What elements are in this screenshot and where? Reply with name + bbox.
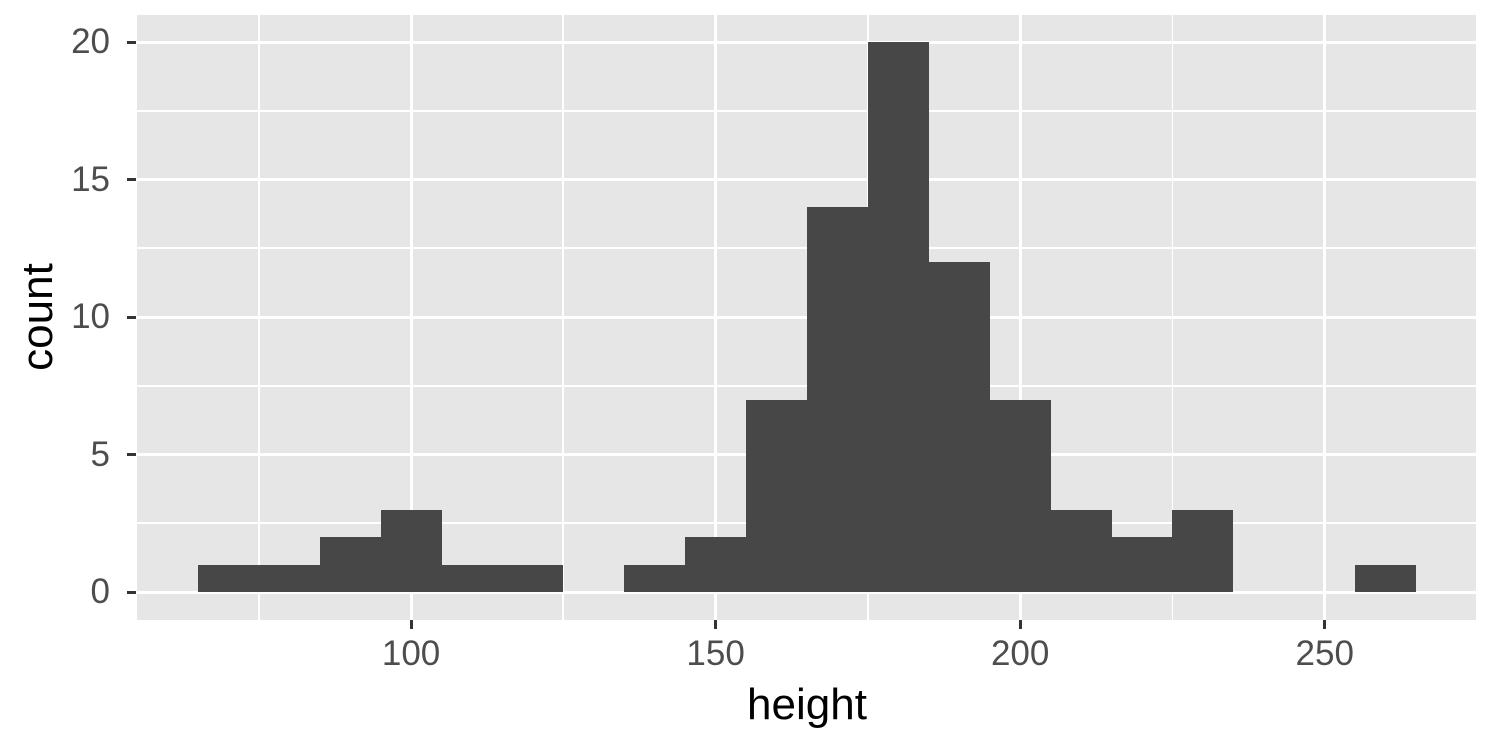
x-axis-title: height — [747, 680, 867, 729]
gridline-major-y — [137, 178, 1477, 181]
gridline-minor-y — [137, 109, 1477, 112]
x-tick-label: 100 — [381, 634, 441, 673]
x-tick-label: 200 — [990, 634, 1050, 673]
x-tick-label: 250 — [1295, 634, 1354, 673]
histogram-bar — [867, 42, 929, 592]
y-tick-mark — [126, 453, 136, 456]
histogram-bar — [502, 564, 564, 592]
gridline-major-x — [1323, 14, 1327, 620]
histogram-bar — [319, 537, 381, 592]
x-tick-mark — [1018, 620, 1022, 629]
gridline-major-x — [409, 14, 413, 620]
histogram-bar — [380, 509, 442, 592]
histogram-bar — [1111, 537, 1173, 592]
histogram-bar — [989, 399, 1051, 592]
histogram-bar — [441, 564, 503, 592]
y-tick-label: 10 — [71, 297, 110, 336]
histogram-bar — [1050, 509, 1112, 592]
histogram-bar — [685, 537, 747, 592]
x-tick-label: 150 — [686, 634, 745, 673]
x-tick-mark — [714, 620, 718, 629]
x-tick-mark — [1323, 620, 1327, 629]
y-tick-label: 0 — [90, 572, 110, 611]
gridline-major-y — [137, 590, 1477, 594]
histogram-bar — [197, 564, 259, 592]
gridline-major-x — [714, 14, 718, 620]
y-tick-label: 5 — [90, 434, 110, 474]
histogram-bar — [1355, 564, 1417, 592]
histogram-bar — [624, 564, 686, 592]
gridline-major-x — [1018, 14, 1022, 620]
x-tick-mark — [409, 620, 413, 629]
histogram-bar — [746, 399, 807, 592]
y-tick-mark — [126, 590, 136, 594]
histogram-bar — [807, 207, 868, 592]
plot-panel — [137, 14, 1478, 620]
y-tick-mark — [126, 315, 136, 319]
y-tick-mark — [126, 40, 136, 44]
y-tick-label: 20 — [71, 22, 110, 61]
histogram-bar — [258, 564, 320, 592]
y-tick-label: 15 — [71, 159, 110, 199]
histogram-bar — [928, 262, 990, 592]
histogram-bar — [1172, 509, 1234, 592]
y-tick-mark — [126, 178, 136, 181]
gridline-major-y — [137, 40, 1477, 44]
